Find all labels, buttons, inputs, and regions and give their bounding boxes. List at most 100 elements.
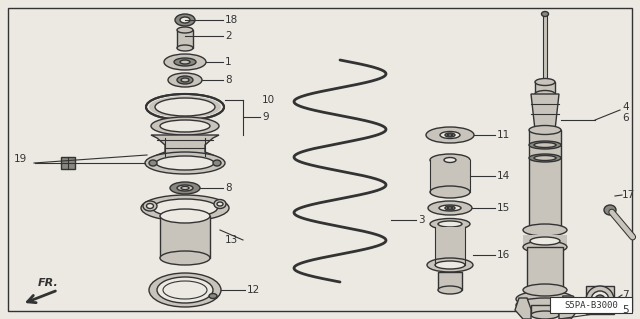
Bar (586, 286, 614, 314)
Ellipse shape (146, 94, 224, 120)
Ellipse shape (535, 91, 555, 98)
Bar (177, 30, 193, 48)
Ellipse shape (591, 291, 609, 309)
Text: 2: 2 (225, 31, 232, 41)
Text: 7: 7 (622, 290, 628, 300)
Ellipse shape (177, 185, 193, 191)
Text: 9: 9 (262, 112, 269, 122)
Ellipse shape (444, 158, 456, 162)
Ellipse shape (439, 205, 461, 211)
Bar (535, 82, 555, 94)
Ellipse shape (177, 27, 193, 33)
Ellipse shape (217, 202, 223, 206)
Ellipse shape (445, 206, 455, 210)
Ellipse shape (516, 291, 574, 307)
Text: FR.: FR. (38, 278, 58, 288)
Text: 16: 16 (497, 250, 510, 260)
Ellipse shape (529, 154, 561, 162)
Ellipse shape (428, 201, 472, 215)
Ellipse shape (149, 160, 157, 166)
Text: 13: 13 (225, 235, 238, 245)
Ellipse shape (145, 152, 225, 174)
Text: 17: 17 (622, 190, 636, 200)
Ellipse shape (149, 273, 221, 307)
Bar (61, 157, 75, 169)
Ellipse shape (595, 295, 605, 305)
Polygon shape (151, 135, 219, 158)
Text: 5: 5 (622, 305, 628, 315)
Text: 14: 14 (497, 171, 510, 181)
Ellipse shape (529, 226, 561, 234)
Text: 6: 6 (622, 113, 628, 123)
Ellipse shape (586, 286, 614, 314)
Ellipse shape (160, 120, 210, 132)
Ellipse shape (534, 155, 556, 160)
Ellipse shape (181, 78, 189, 82)
Ellipse shape (177, 76, 193, 84)
Ellipse shape (535, 78, 555, 85)
Text: 12: 12 (247, 285, 260, 295)
Bar (531, 305, 559, 315)
Bar (529, 130, 561, 230)
Ellipse shape (523, 224, 567, 236)
Ellipse shape (175, 14, 195, 26)
Bar (543, 12, 547, 82)
Ellipse shape (447, 207, 452, 209)
Ellipse shape (160, 251, 210, 265)
Bar (430, 160, 470, 192)
Ellipse shape (529, 141, 561, 149)
Ellipse shape (149, 96, 221, 118)
Ellipse shape (214, 199, 226, 209)
Ellipse shape (534, 143, 556, 147)
Ellipse shape (438, 221, 462, 227)
Ellipse shape (516, 298, 574, 312)
Text: 11: 11 (497, 130, 510, 140)
Ellipse shape (155, 98, 215, 116)
Ellipse shape (155, 98, 215, 116)
Ellipse shape (170, 182, 200, 194)
Text: 1: 1 (225, 57, 232, 67)
Ellipse shape (530, 237, 560, 245)
Text: 3: 3 (418, 215, 424, 225)
Ellipse shape (177, 45, 193, 51)
Ellipse shape (541, 11, 548, 17)
Ellipse shape (163, 281, 207, 299)
Ellipse shape (604, 205, 616, 215)
Ellipse shape (141, 195, 229, 221)
Ellipse shape (523, 241, 567, 253)
Bar (435, 227, 465, 265)
Ellipse shape (181, 187, 189, 189)
Ellipse shape (430, 154, 470, 166)
Bar (523, 235, 567, 247)
Text: 8: 8 (225, 183, 232, 193)
Text: S5PA-B3000: S5PA-B3000 (564, 300, 618, 309)
Ellipse shape (180, 17, 190, 23)
Ellipse shape (430, 219, 470, 229)
Ellipse shape (164, 54, 206, 70)
Ellipse shape (430, 186, 470, 198)
Text: 8: 8 (225, 75, 232, 85)
Bar (438, 272, 462, 290)
Bar (550, 297, 632, 313)
Ellipse shape (168, 73, 202, 87)
Ellipse shape (143, 201, 157, 211)
Ellipse shape (438, 286, 462, 294)
Ellipse shape (445, 133, 455, 137)
Ellipse shape (213, 160, 221, 166)
Polygon shape (515, 298, 531, 319)
Bar (527, 247, 563, 299)
Ellipse shape (529, 125, 561, 135)
Ellipse shape (426, 127, 474, 143)
Bar (160, 216, 210, 258)
Ellipse shape (147, 204, 154, 209)
Ellipse shape (531, 311, 559, 319)
Ellipse shape (440, 131, 460, 138)
Polygon shape (531, 94, 559, 130)
Ellipse shape (174, 58, 196, 66)
Text: 15: 15 (497, 203, 510, 213)
Ellipse shape (160, 209, 210, 223)
Ellipse shape (427, 258, 473, 272)
Text: 19: 19 (14, 154, 28, 164)
Ellipse shape (209, 293, 217, 299)
Polygon shape (559, 296, 581, 319)
